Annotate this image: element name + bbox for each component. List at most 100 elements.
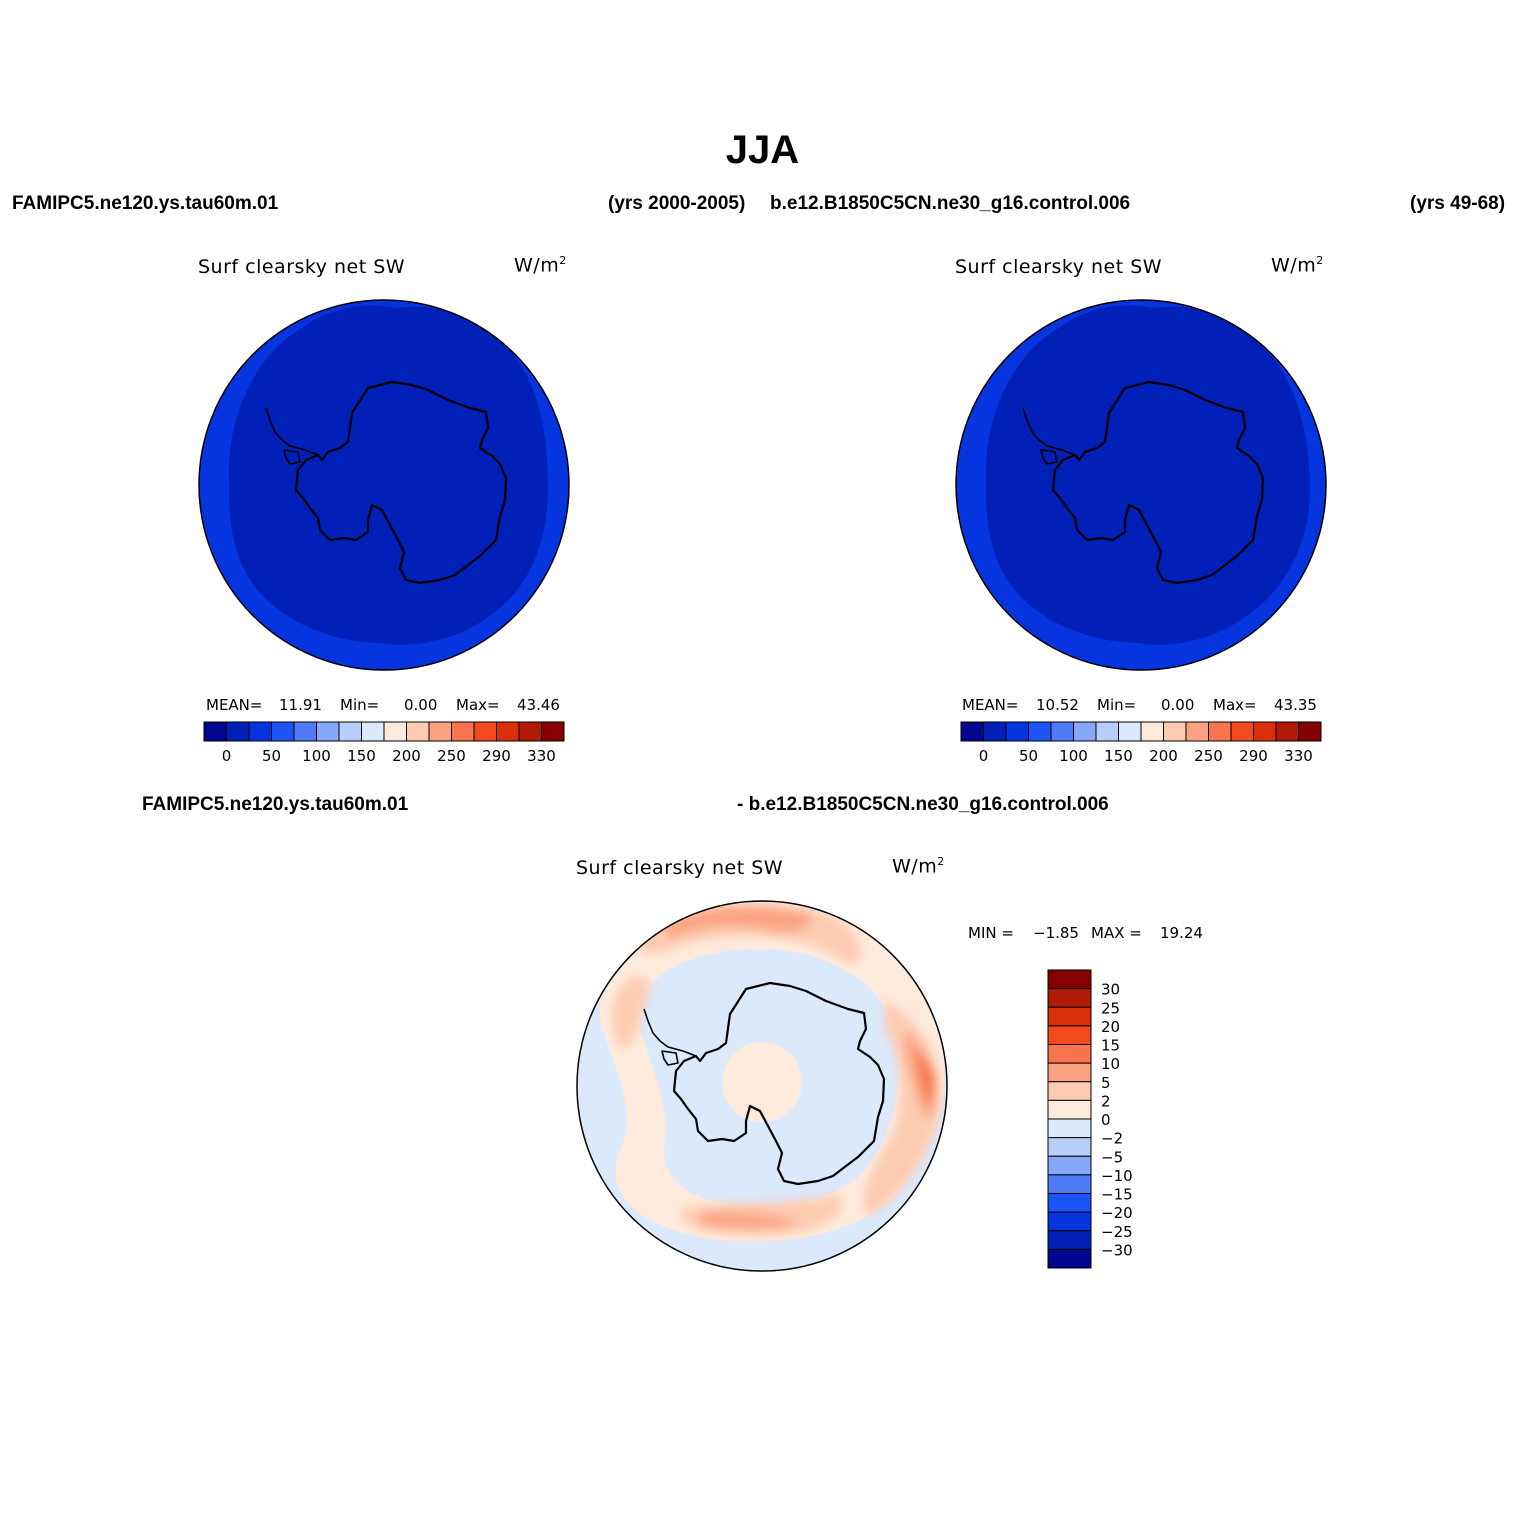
panel1-max-label: Max= xyxy=(456,696,500,714)
case-left-name: FAMIPC5.ne120.ys.tau60m.01 xyxy=(12,193,279,214)
panel2-colorbar-swatch-10 xyxy=(1185,721,1209,742)
diff-colorbar-tick-label: 5 xyxy=(1101,1074,1111,1092)
panel2-colorbar-swatch-14 xyxy=(1275,721,1299,742)
panel1-colorbar-tick-label: 250 xyxy=(437,747,466,765)
panel2-colorbar-tick-label: 100 xyxy=(1059,747,1088,765)
diff-colorbar-tick-label: −2 xyxy=(1101,1130,1123,1148)
panel1-colorbar-tick-label: 100 xyxy=(302,747,331,765)
diff-colorbar-tick-label: −15 xyxy=(1101,1186,1133,1204)
panel1-colorbar-tick-label: 290 xyxy=(482,747,511,765)
diff-colorbar-swatch-2 xyxy=(1047,1006,1092,1027)
panel2-max-value: 43.35 xyxy=(1274,696,1317,714)
panel2-colorbar-swatch-15 xyxy=(1298,721,1322,742)
panel1-colorbar-swatch-12 xyxy=(473,721,497,742)
diff-colorbar-swatch-8 xyxy=(1047,1118,1092,1139)
panel2-colorbar-tick-label: 50 xyxy=(1019,747,1038,765)
panel1-antarctica-coastline xyxy=(294,380,508,585)
panel1-colorbar-swatch-0 xyxy=(203,721,227,742)
diff-colorbar-tick-label: −10 xyxy=(1101,1167,1133,1185)
panel2-colorbar-tick-label: 250 xyxy=(1194,747,1223,765)
panel2-colorbar-tick-label: 0 xyxy=(979,747,989,765)
panel2-peninsula xyxy=(1022,407,1076,456)
diff-colorbar-tick-label: −25 xyxy=(1101,1223,1133,1241)
diff-colorbar-swatch-9 xyxy=(1047,1137,1092,1157)
panel1-colorbar-swatch-2 xyxy=(248,721,272,742)
diff-high-band-south xyxy=(700,1212,800,1228)
diff-colorbar-tick-label: −5 xyxy=(1101,1148,1123,1166)
panel1-colorbar-tick-label: 0 xyxy=(222,747,232,765)
diff-colorbar-swatch-12 xyxy=(1047,1193,1092,1213)
diff-colorbar-swatch-5 xyxy=(1047,1062,1092,1083)
diff-colorbar-swatch-4 xyxy=(1047,1044,1092,1064)
panel2-colorbar-swatch-11 xyxy=(1208,721,1232,742)
panel1-colorbar: 0 50 100 150 200 250 290 330 xyxy=(203,721,565,765)
panel2-colorbar-tick-label: 330 xyxy=(1284,747,1313,765)
diff-colorbar-tick-label: −30 xyxy=(1101,1241,1133,1259)
panel2-colorbar-swatch-4 xyxy=(1050,721,1074,742)
case-left-years: (yrs 2000-2005) xyxy=(608,193,746,214)
panel2-colorbar-swatch-7 xyxy=(1118,721,1142,742)
panel2-colorbar-swatch-9 xyxy=(1163,721,1187,742)
panel1-colorbar-tick-label: 150 xyxy=(347,747,376,765)
panel2-colorbar-swatch-8 xyxy=(1140,721,1164,742)
panel2-map xyxy=(955,299,1327,671)
panel1-colorbar-tick-label: 50 xyxy=(262,747,281,765)
diff-colorbar-tick-label: 25 xyxy=(1101,999,1120,1017)
panel1-colorbar-swatch-9 xyxy=(406,721,430,742)
diff-map-border xyxy=(576,900,948,1272)
panel2-colorbar-swatch-1 xyxy=(983,721,1007,742)
panel2-min-label: Min= xyxy=(1097,696,1137,714)
panel1-colorbar-tick-label: 330 xyxy=(527,747,556,765)
diff-min-label: MIN = xyxy=(968,924,1014,942)
panel1-mean-label: MEAN= xyxy=(206,696,263,714)
diff-variable-title: Surf clearsky net SW xyxy=(576,857,784,879)
panel2-units-exp: 2 xyxy=(1316,254,1324,267)
panel1-inner-contour xyxy=(228,305,548,645)
panel1-units-base: W/m xyxy=(514,254,560,277)
panel2-colorbar-tick-label: 150 xyxy=(1104,747,1133,765)
panel1-colorbar-tick-label: 200 xyxy=(392,747,421,765)
diff-units-exp: 2 xyxy=(937,855,945,868)
case-right-years: (yrs 49-68) xyxy=(1410,193,1506,214)
panel1-units: W/m2 xyxy=(514,254,567,276)
diff-colorbar-tick-label: 15 xyxy=(1101,1037,1120,1055)
panel1-min-label: Min= xyxy=(340,696,380,714)
panel2-inner-contour xyxy=(985,305,1310,645)
diff-mid-band-west xyxy=(612,976,650,1050)
diff-colorbar-swatch-13 xyxy=(1047,1211,1092,1232)
panel1-colorbar-swatch-5 xyxy=(316,721,340,742)
panel2-colorbar-swatch-0 xyxy=(960,721,984,742)
panel2-variable-title: Surf clearsky net SW xyxy=(955,256,1163,278)
panel2-island xyxy=(1040,449,1058,465)
panel1-island xyxy=(283,449,301,465)
panel1-colorbar-swatch-14 xyxy=(518,721,542,742)
panel2-colorbar-swatch-13 xyxy=(1253,721,1277,742)
panel2-antarctica-coastline xyxy=(1051,380,1265,585)
diff-colorbar-swatch-1 xyxy=(1047,988,1092,1008)
panel1-colorbar-swatch-3 xyxy=(271,721,295,742)
panel2-units-base: W/m xyxy=(1271,254,1317,277)
diff-colorbar-swatch-0 xyxy=(1047,969,1092,990)
diff-colorbar-swatch-10 xyxy=(1047,1155,1092,1176)
panel2-mean-value: 10.52 xyxy=(1036,696,1079,714)
diff-max-value: 19.24 xyxy=(1160,924,1203,942)
panel1-map-border xyxy=(198,299,570,671)
diff-max-core-east xyxy=(918,1050,935,1105)
panel1-colorbar-swatch-1 xyxy=(226,721,250,742)
panel2-map-border xyxy=(955,299,1327,671)
diff-colorbar-swatch-6 xyxy=(1047,1081,1092,1101)
diff-min-value: −1.85 xyxy=(1033,924,1079,942)
panel2-colorbar: 0 50 100 150 200 250 290 330 xyxy=(960,721,1322,765)
panel1-colorbar-swatch-13 xyxy=(496,721,520,742)
panel2-colorbar-swatch-2 xyxy=(1005,721,1029,742)
diff-colorbar-tick-label: 20 xyxy=(1101,1018,1120,1036)
diff-max-label: MAX = xyxy=(1091,924,1142,942)
diff-map xyxy=(576,900,948,1272)
panel1-colorbar-swatch-11 xyxy=(451,721,475,742)
panel1-max-value: 43.46 xyxy=(517,696,560,714)
diff-colorbar-tick-label: −20 xyxy=(1101,1204,1133,1222)
panel2-colorbar-tick-label: 290 xyxy=(1239,747,1268,765)
panel1-variable-title: Surf clearsky net SW xyxy=(198,256,406,278)
panel2-mean-label: MEAN= xyxy=(962,696,1019,714)
